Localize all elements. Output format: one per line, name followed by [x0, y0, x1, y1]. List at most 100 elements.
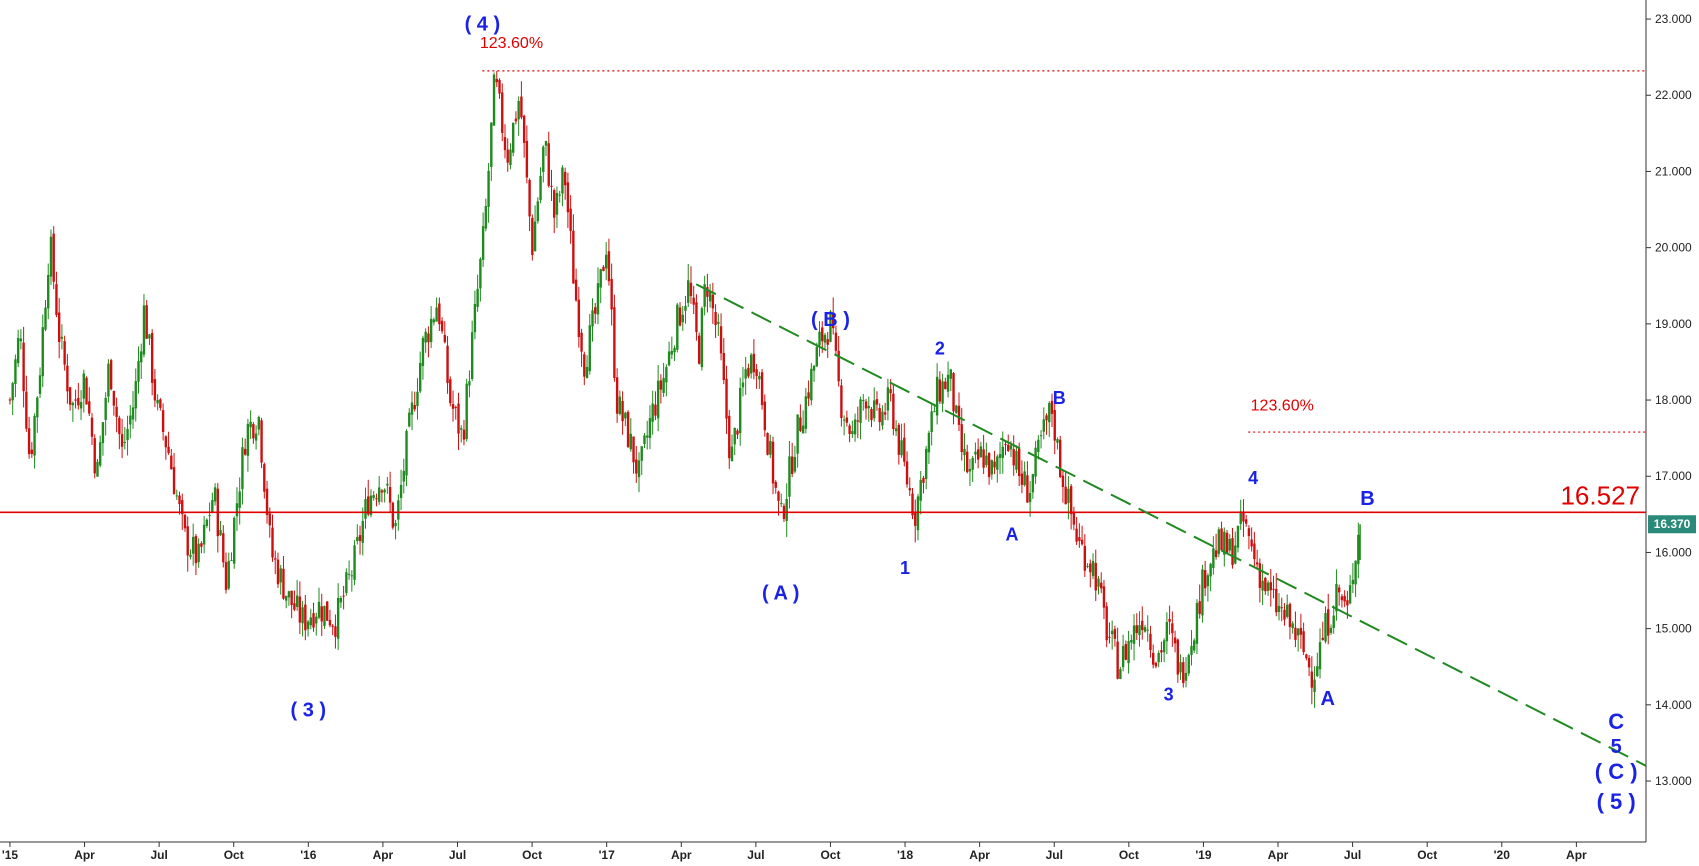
- candle-body: [941, 381, 944, 404]
- candle-body: [123, 442, 127, 444]
- y-tick-label: 16.000: [1655, 545, 1692, 559]
- wave-label: ( 5 ): [1597, 789, 1636, 814]
- wave-label: ( B ): [811, 309, 850, 331]
- candle-body: [733, 427, 736, 445]
- candle-body: [416, 391, 419, 407]
- candle-body: [752, 353, 756, 373]
- candle-body: [304, 604, 307, 631]
- candle-body: [336, 597, 340, 639]
- candle-body: [1231, 537, 1234, 566]
- candle-body: [183, 514, 187, 529]
- candle-body: [916, 496, 920, 531]
- x-tick-label: Jul: [1046, 848, 1063, 862]
- candle-body: [1034, 447, 1037, 477]
- candle-body: [777, 491, 780, 501]
- candle-body: [148, 334, 151, 339]
- candle-body: [1012, 449, 1015, 466]
- candle-body: [949, 369, 953, 379]
- candle-body: [383, 489, 386, 493]
- candle-body: [334, 626, 337, 637]
- candle-body: [44, 307, 47, 330]
- candle-body: [274, 558, 277, 560]
- candle-body: [615, 377, 619, 414]
- candle-body: [66, 365, 69, 392]
- candle-body: [577, 299, 581, 338]
- candle-body: [646, 435, 649, 438]
- x-tick-label: Oct: [1417, 848, 1437, 862]
- candle-body: [708, 291, 712, 302]
- candle-body: [85, 377, 88, 405]
- x-tick-label: Apr: [1566, 848, 1587, 862]
- candle-body: [1143, 627, 1147, 632]
- candle-body: [454, 407, 457, 409]
- candle-body: [763, 401, 767, 431]
- candle-body: [1176, 639, 1180, 675]
- candle-body: [1280, 607, 1283, 609]
- candle-body: [484, 206, 488, 229]
- y-tick-label: 23.000: [1655, 12, 1692, 26]
- candle-body: [561, 167, 564, 194]
- candle-body: [99, 442, 102, 466]
- candle-body: [492, 74, 496, 126]
- wave-label: B: [1053, 388, 1066, 408]
- candle-body: [1059, 439, 1062, 478]
- candle-body: [372, 495, 375, 498]
- candle-body: [487, 170, 490, 207]
- candle-body: [402, 470, 405, 482]
- candle-body: [897, 424, 901, 455]
- wave-label: ( A ): [762, 583, 799, 605]
- candle-body: [377, 487, 381, 502]
- candle-body: [1064, 486, 1067, 505]
- candle-body: [845, 417, 849, 423]
- candle-body: [583, 354, 586, 377]
- candle-body: [739, 387, 742, 434]
- candle-body: [290, 590, 293, 606]
- wave-label: ( 4 ): [465, 13, 501, 35]
- candle-body: [1212, 548, 1215, 569]
- candle-body: [194, 536, 198, 564]
- candle-body: [208, 515, 211, 517]
- candle-body: [796, 414, 799, 454]
- candle-body: [594, 307, 597, 314]
- candle-body: [1102, 586, 1106, 608]
- candle-body: [725, 378, 728, 419]
- candle-body: [826, 339, 829, 345]
- candle-body: [968, 468, 972, 472]
- candle-body: [356, 536, 359, 541]
- candle-body: [503, 137, 507, 151]
- candle-body: [96, 461, 99, 477]
- candle-body: [52, 233, 55, 282]
- candle-body: [1283, 609, 1286, 620]
- candle-body: [911, 493, 914, 516]
- candle-body: [602, 266, 605, 271]
- x-tick-label: Jul: [449, 848, 466, 862]
- candle-body: [1009, 445, 1013, 450]
- candle-body: [77, 397, 80, 406]
- candle-body: [109, 360, 113, 390]
- candle-body: [946, 374, 950, 392]
- candle-body: [1053, 410, 1056, 441]
- candle-body: [424, 331, 427, 343]
- candle-body: [1193, 640, 1196, 651]
- candle-body: [391, 502, 395, 528]
- candle-body: [706, 287, 709, 297]
- candle-body: [987, 452, 991, 478]
- candle-body: [790, 456, 794, 474]
- candle-body: [172, 467, 176, 495]
- candle-body: [33, 415, 36, 456]
- candle-body: [1130, 639, 1133, 643]
- candle-body: [821, 327, 824, 342]
- candle-body: [1083, 545, 1087, 571]
- candle-body: [544, 141, 548, 146]
- candle-body: [1321, 637, 1324, 640]
- candle-body: [243, 448, 247, 455]
- candle-body: [780, 503, 783, 505]
- candle-body: [397, 500, 400, 520]
- candle-body: [1201, 569, 1204, 616]
- candle-body: [197, 543, 200, 563]
- candle-body: [364, 499, 367, 519]
- candle-body: [812, 365, 816, 371]
- candle-body: [233, 517, 236, 564]
- candle-body: [1042, 419, 1045, 432]
